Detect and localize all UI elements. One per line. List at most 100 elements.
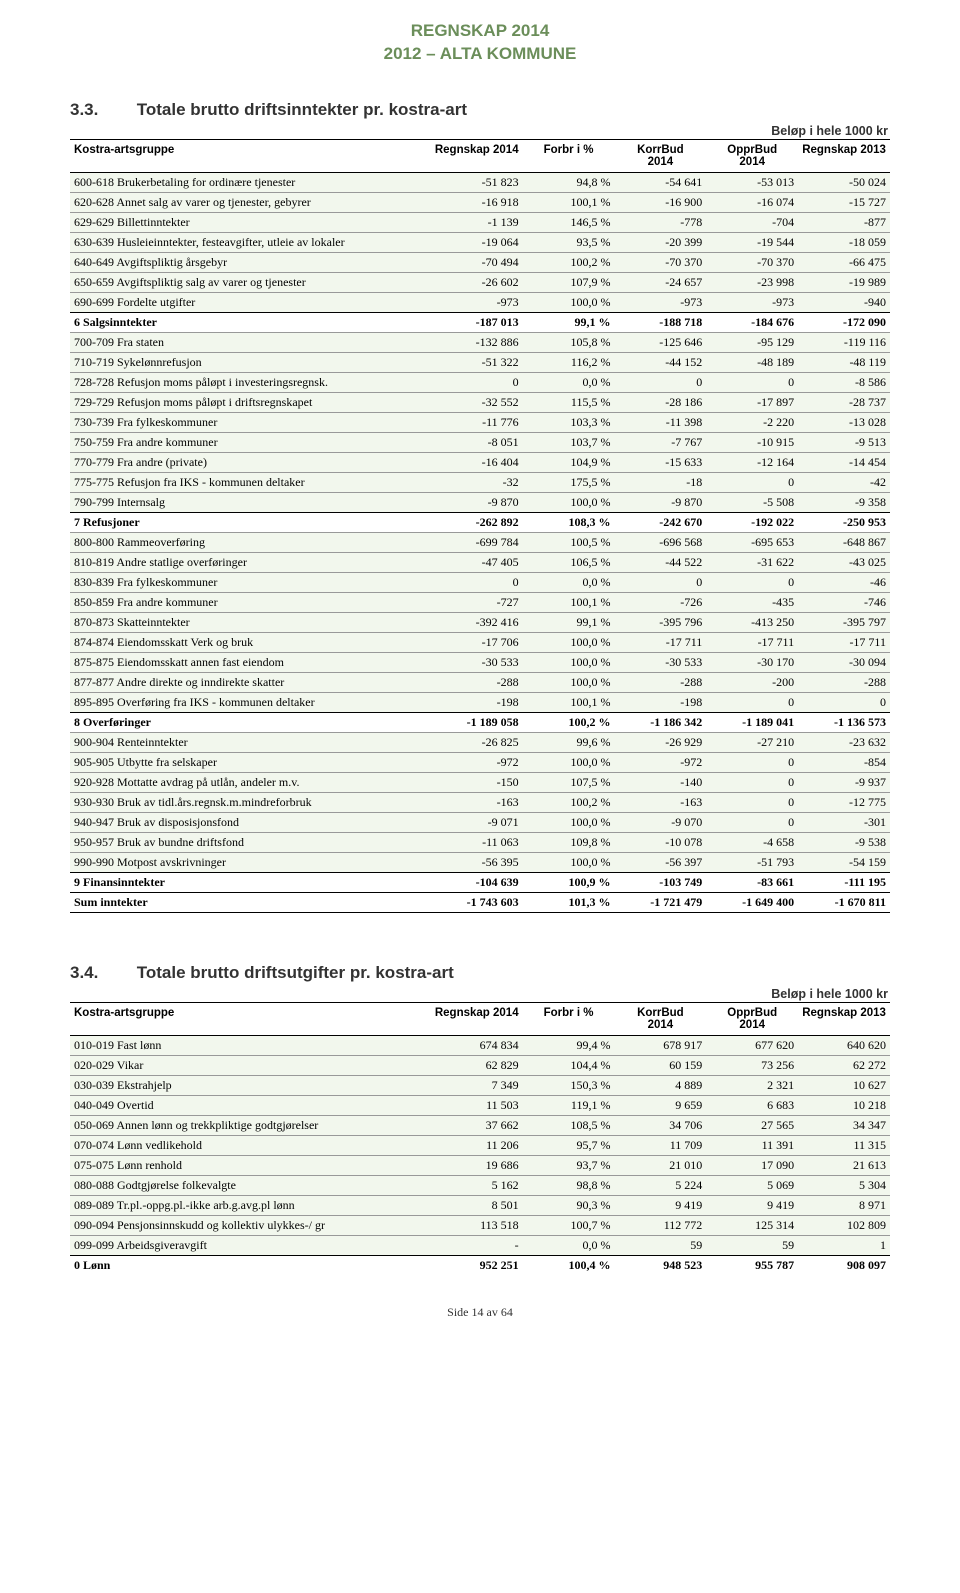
row-value: 100,1 %: [523, 692, 615, 712]
row-value: -27 210: [706, 732, 798, 752]
table-row: 600-618 Brukerbetaling for ordinære tjen…: [70, 172, 890, 192]
row-value: -23 632: [798, 732, 890, 752]
row-value: -288: [614, 672, 706, 692]
row-value: 90,3 %: [523, 1195, 615, 1215]
row-value: 93,7 %: [523, 1155, 615, 1175]
row-value: -70 370: [614, 252, 706, 272]
row-label: 905-905 Utbytte fra selskaper: [70, 752, 431, 772]
document-header: REGNSKAP 2014 2012 – ALTA KOMMUNE: [70, 20, 890, 66]
row-value: -163: [614, 792, 706, 812]
row-value: -198: [431, 692, 523, 712]
row-value: 21 010: [614, 1155, 706, 1175]
row-label: 050-069 Annen lønn og trekkpliktige godt…: [70, 1115, 431, 1135]
table-row: 030-039 Ekstrahjelp7 349150,3 %4 8892 32…: [70, 1075, 890, 1095]
row-value: -70 370: [706, 252, 798, 272]
row-value: 0: [798, 692, 890, 712]
row-value: -9 870: [431, 492, 523, 512]
row-value: 100,0 %: [523, 632, 615, 652]
row-label: 080-088 Godtgjørelse folkevalgte: [70, 1175, 431, 1195]
grand-value: -1 721 479: [614, 892, 706, 912]
subtotal-value: -1 189 041: [706, 712, 798, 732]
row-value: -54 641: [614, 172, 706, 192]
table-row: 940-947 Bruk av disposisjonsfond-9 07110…: [70, 812, 890, 832]
table-row: 775-775 Refusjon fra IKS - kommunen delt…: [70, 472, 890, 492]
table-row: 875-875 Eiendomsskatt annen fast eiendom…: [70, 652, 890, 672]
row-value: 0: [706, 372, 798, 392]
row-value: 99,4 %: [523, 1035, 615, 1055]
row-value: 5 304: [798, 1175, 890, 1195]
row-value: 0,0 %: [523, 372, 615, 392]
row-value: 175,5 %: [523, 472, 615, 492]
table-row: 629-629 Billettinntekter-1 139146,5 %-77…: [70, 212, 890, 232]
unit-label-34: Beløp i hele 1000 kr: [70, 987, 888, 1001]
row-value: -10 078: [614, 832, 706, 852]
row-value: -51 823: [431, 172, 523, 192]
subtotal-label: 6 Salgsinntekter: [70, 312, 431, 332]
row-value: 100,0 %: [523, 812, 615, 832]
row-value: 6 683: [706, 1095, 798, 1115]
row-value: -31 622: [706, 552, 798, 572]
table-row: 090-094 Pensjonsinnskudd og kollektiv ul…: [70, 1215, 890, 1235]
column-header: Regnskap 2013: [798, 139, 890, 172]
row-label: 020-029 Vikar: [70, 1055, 431, 1075]
row-value: -973: [431, 292, 523, 312]
row-label: 990-990 Motpost avskrivninger: [70, 852, 431, 872]
row-value: -26 602: [431, 272, 523, 292]
row-value: -9 937: [798, 772, 890, 792]
table-row: 640-649 Avgiftspliktig årsgebyr-70 49410…: [70, 252, 890, 272]
row-value: 95,7 %: [523, 1135, 615, 1155]
table-row: 920-928 Mottatte avdrag på utlån, andele…: [70, 772, 890, 792]
row-value: 11 503: [431, 1095, 523, 1115]
row-label: 790-799 Internsalg: [70, 492, 431, 512]
row-value: -26 825: [431, 732, 523, 752]
row-value: 8 971: [798, 1195, 890, 1215]
table-row: 895-895 Overføring fra IKS - kommunen de…: [70, 692, 890, 712]
row-value: 94,8 %: [523, 172, 615, 192]
row-value: 0: [706, 572, 798, 592]
row-label: 950-957 Bruk av bundne driftsfond: [70, 832, 431, 852]
row-value: -12 775: [798, 792, 890, 812]
row-value: 640 620: [798, 1035, 890, 1055]
subtotal-value: 108,3 %: [523, 512, 615, 532]
row-value: 107,5 %: [523, 772, 615, 792]
table-row: 728-728 Refusjon moms påløpt i investeri…: [70, 372, 890, 392]
row-value: 93,5 %: [523, 232, 615, 252]
row-value: 100,2 %: [523, 792, 615, 812]
row-label: 730-739 Fra fylkeskommuner: [70, 412, 431, 432]
row-value: 73 256: [706, 1055, 798, 1075]
grand-value: 101,3 %: [523, 892, 615, 912]
subtotal-value: -187 013: [431, 312, 523, 332]
row-value: -18 059: [798, 232, 890, 252]
grand-value: -1 670 811: [798, 892, 890, 912]
row-label: 089-089 Tr.pl.-oppg.pl.-ikke arb.g.avg.p…: [70, 1195, 431, 1215]
row-label: 090-094 Pensjonsinnskudd og kollektiv ul…: [70, 1215, 431, 1235]
row-value: 146,5 %: [523, 212, 615, 232]
row-value: 0: [614, 572, 706, 592]
row-value: 1: [798, 1235, 890, 1255]
table-row: 950-957 Bruk av bundne driftsfond-11 063…: [70, 832, 890, 852]
row-value: -14 454: [798, 452, 890, 472]
row-value: 99,1 %: [523, 612, 615, 632]
row-value: 125 314: [706, 1215, 798, 1235]
table-row: 729-729 Refusjon moms påløpt i driftsreg…: [70, 392, 890, 412]
table-row: 730-739 Fra fylkeskommuner-11 776103,3 %…: [70, 412, 890, 432]
row-label: 850-859 Fra andre kommuner: [70, 592, 431, 612]
column-header: KorrBud2014: [614, 1002, 706, 1035]
row-label: 600-618 Brukerbetaling for ordinære tjen…: [70, 172, 431, 192]
subtotal-value: -172 090: [798, 312, 890, 332]
row-value: -53 013: [706, 172, 798, 192]
row-label: 040-049 Overtid: [70, 1095, 431, 1115]
row-value: -778: [614, 212, 706, 232]
row-value: 5 162: [431, 1175, 523, 1195]
row-value: -20 399: [614, 232, 706, 252]
row-value: 11 709: [614, 1135, 706, 1155]
subtotal-label: 9 Finansinntekter: [70, 872, 431, 892]
row-value: 9 659: [614, 1095, 706, 1115]
row-value: 99,6 %: [523, 732, 615, 752]
row-value: -70 494: [431, 252, 523, 272]
row-value: 100,0 %: [523, 852, 615, 872]
row-value: -9 513: [798, 432, 890, 452]
table-row: 020-029 Vikar62 829104,4 %60 15973 25662…: [70, 1055, 890, 1075]
subtotal-value: 99,1 %: [523, 312, 615, 332]
row-label: 710-719 Sykelønnrefusjon: [70, 352, 431, 372]
